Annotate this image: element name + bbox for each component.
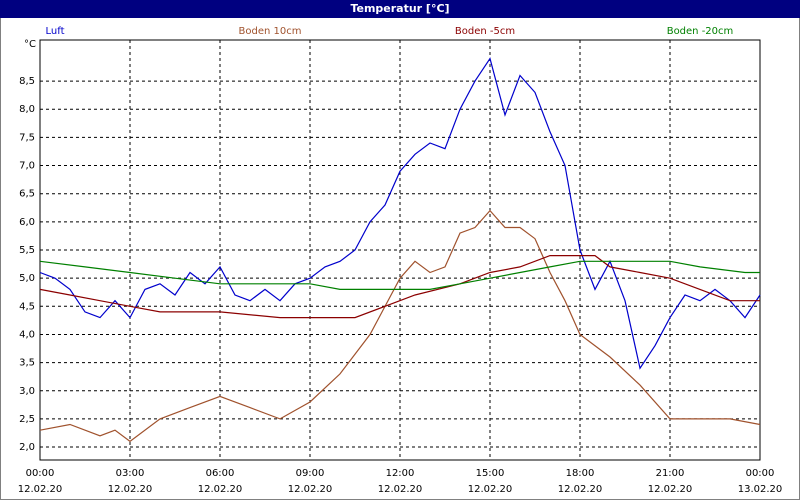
y-tick-label: 3,5	[19, 358, 35, 369]
y-tick-label: 8,5	[19, 76, 35, 87]
y-tick-label: 7,0	[19, 161, 35, 172]
x-tick-date: 12.02.20	[378, 484, 423, 495]
legend-label: Boden -5cm	[455, 26, 515, 37]
y-tick-label: 6,5	[19, 189, 35, 200]
x-tick-date: 12.02.20	[288, 484, 333, 495]
y-tick-label: 5,5	[19, 245, 35, 256]
x-tick-label: 06:00	[206, 468, 235, 479]
y-tick-label: 6,0	[19, 217, 35, 228]
x-tick-label: 18:00	[566, 468, 595, 479]
series-line	[39, 57, 761, 370]
x-tick-label: 00:00	[26, 468, 55, 479]
y-tick-label: 3,0	[19, 386, 35, 397]
x-tick-date: 13.02.20	[738, 484, 783, 495]
y-tick-label: 5,0	[19, 273, 35, 284]
x-tick-date: 12.02.20	[198, 484, 243, 495]
y-tick-label: 7,5	[19, 132, 35, 143]
x-tick-date: 12.02.20	[648, 484, 693, 495]
x-tick-label: 09:00	[296, 468, 325, 479]
title-bar	[0, 0, 800, 18]
legend-label: Luft	[46, 26, 65, 37]
x-tick-date: 12.02.20	[108, 484, 153, 495]
y-tick-label: 2,5	[19, 414, 35, 425]
x-tick-date: 12.02.20	[468, 484, 513, 495]
x-tick-date: 12.02.20	[558, 484, 603, 495]
y-tick-label: 8,0	[19, 104, 35, 115]
x-tick-label: 03:00	[116, 468, 145, 479]
x-tick-label: 12:00	[386, 468, 415, 479]
x-tick-label: 21:00	[656, 468, 685, 479]
legend-label: Boden 10cm	[239, 26, 302, 37]
series-line	[39, 209, 761, 443]
y-tick-label: 4,0	[19, 329, 35, 340]
y-unit: °C	[24, 39, 36, 50]
y-tick-label: 2,0	[19, 442, 35, 453]
x-tick-label: 00:00	[746, 468, 775, 479]
chart-title: Temperatur [°C]	[350, 2, 449, 15]
x-tick-label: 15:00	[476, 468, 505, 479]
legend-label: Boden -20cm	[667, 26, 734, 37]
series-line	[39, 260, 760, 290]
x-tick-date: 12.02.20	[18, 484, 63, 495]
y-tick-label: 4,5	[19, 301, 35, 312]
